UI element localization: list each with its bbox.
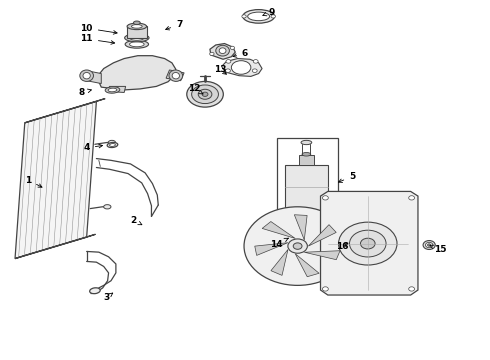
Polygon shape: [255, 243, 288, 255]
Ellipse shape: [409, 287, 415, 291]
Ellipse shape: [83, 72, 90, 79]
Text: 10: 10: [80, 24, 117, 34]
Ellipse shape: [125, 40, 148, 48]
Ellipse shape: [231, 61, 251, 74]
Ellipse shape: [226, 60, 231, 63]
Text: 7: 7: [166, 20, 182, 30]
Polygon shape: [320, 192, 418, 295]
Ellipse shape: [253, 60, 258, 63]
Bar: [127, 26, 147, 38]
Ellipse shape: [242, 15, 246, 18]
Text: 3: 3: [103, 293, 113, 302]
Text: 16: 16: [336, 242, 349, 251]
Ellipse shape: [301, 140, 312, 145]
Ellipse shape: [243, 10, 274, 23]
Text: 5: 5: [339, 172, 355, 183]
Text: 9: 9: [263, 8, 275, 17]
Polygon shape: [166, 70, 184, 81]
Ellipse shape: [271, 15, 275, 18]
Ellipse shape: [192, 85, 219, 104]
Polygon shape: [221, 59, 262, 76]
Ellipse shape: [127, 23, 147, 30]
Ellipse shape: [322, 287, 328, 291]
Bar: [277, 138, 338, 227]
Ellipse shape: [302, 153, 311, 156]
Ellipse shape: [210, 52, 214, 55]
Bar: [285, 165, 328, 222]
Ellipse shape: [339, 222, 397, 265]
Ellipse shape: [105, 87, 120, 93]
Ellipse shape: [90, 288, 100, 294]
Ellipse shape: [247, 12, 270, 21]
Polygon shape: [294, 215, 307, 240]
Bar: [298, 155, 314, 165]
Text: 1: 1: [25, 176, 42, 187]
Ellipse shape: [425, 242, 433, 248]
Ellipse shape: [133, 21, 140, 24]
Ellipse shape: [124, 34, 149, 42]
Ellipse shape: [423, 240, 435, 249]
Polygon shape: [262, 221, 295, 238]
Polygon shape: [15, 234, 96, 258]
Ellipse shape: [230, 46, 235, 49]
Polygon shape: [271, 249, 288, 275]
Text: 2: 2: [130, 216, 142, 225]
Polygon shape: [295, 254, 319, 277]
Ellipse shape: [322, 196, 328, 200]
Ellipse shape: [244, 207, 351, 285]
Ellipse shape: [129, 42, 144, 47]
Ellipse shape: [198, 89, 212, 99]
Text: 6: 6: [233, 49, 248, 58]
Text: 13: 13: [215, 66, 227, 75]
Polygon shape: [210, 44, 235, 59]
Ellipse shape: [108, 88, 117, 92]
Ellipse shape: [202, 92, 208, 96]
Text: 12: 12: [188, 84, 203, 94]
Ellipse shape: [107, 143, 118, 148]
Ellipse shape: [293, 243, 302, 249]
Ellipse shape: [172, 72, 179, 79]
Ellipse shape: [131, 24, 142, 28]
Ellipse shape: [361, 238, 375, 249]
Ellipse shape: [104, 204, 111, 209]
Ellipse shape: [129, 35, 144, 40]
Ellipse shape: [187, 81, 223, 107]
Ellipse shape: [108, 140, 116, 145]
Ellipse shape: [288, 239, 307, 253]
Ellipse shape: [216, 45, 229, 56]
Polygon shape: [304, 251, 340, 260]
Ellipse shape: [225, 69, 230, 72]
Text: 8: 8: [79, 88, 91, 97]
Text: 11: 11: [80, 35, 115, 44]
Ellipse shape: [427, 244, 431, 246]
Ellipse shape: [80, 70, 94, 81]
Ellipse shape: [409, 196, 415, 200]
Polygon shape: [108, 86, 125, 93]
Ellipse shape: [219, 48, 226, 54]
Polygon shape: [87, 71, 101, 84]
Text: 15: 15: [430, 245, 446, 254]
Polygon shape: [99, 56, 176, 90]
Ellipse shape: [169, 70, 183, 81]
Polygon shape: [308, 225, 336, 246]
Text: 14: 14: [270, 238, 288, 249]
Ellipse shape: [110, 144, 115, 147]
Polygon shape: [25, 99, 105, 123]
Text: 4: 4: [83, 143, 102, 152]
Polygon shape: [15, 102, 97, 258]
Ellipse shape: [252, 69, 257, 72]
Ellipse shape: [349, 230, 386, 257]
